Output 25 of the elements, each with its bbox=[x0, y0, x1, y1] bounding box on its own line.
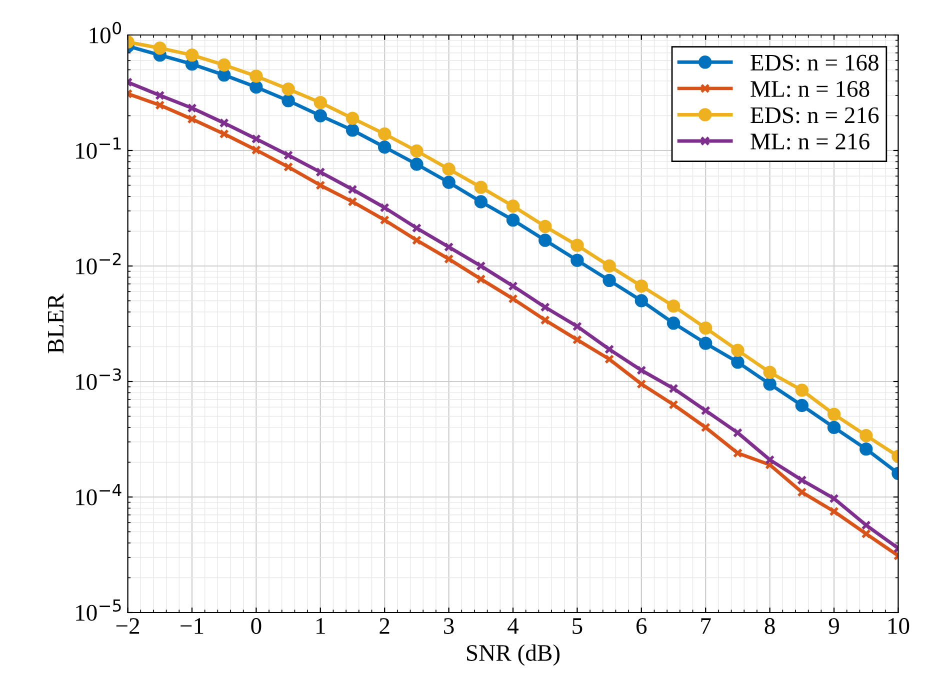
x-axis-title: SNR (dB) bbox=[467, 644, 560, 666]
legend-label: EDS: n = 168 bbox=[750, 54, 878, 71]
x-tick-label: 9 bbox=[828, 618, 839, 634]
y-tick-label: 10$^{−5}$ bbox=[76, 599, 121, 621]
x-tick-label: 3 bbox=[444, 618, 454, 634]
x-tick-label: 4 bbox=[508, 618, 519, 634]
x-tick-label: 10 bbox=[888, 618, 910, 634]
y-tick-label: 10$^{−3}$ bbox=[76, 368, 121, 390]
x-tick-label: 1 bbox=[316, 618, 325, 634]
y-tick-label: 10$^{−4}$ bbox=[76, 484, 122, 506]
x-tick-label: 6 bbox=[636, 618, 647, 634]
x-tick-label: −1 bbox=[180, 618, 204, 634]
x-tick-label: 8 bbox=[764, 618, 775, 634]
x-tick-label: 2 bbox=[380, 618, 390, 634]
y-tick-label: 10$^{−2}$ bbox=[76, 252, 121, 274]
y-tick-label: 10$^{−1}$ bbox=[76, 137, 121, 159]
x-tick-label: −2 bbox=[116, 618, 140, 634]
x-tick-label: 7 bbox=[701, 618, 711, 634]
legend-label: ML: n = 168 bbox=[750, 80, 870, 98]
x-tick-label: 0 bbox=[251, 618, 262, 634]
y-tick-label: 10$^{0}$ bbox=[90, 22, 121, 44]
y-axis-title: BLER bbox=[48, 294, 64, 354]
legend-label: ML: n = 216 bbox=[750, 134, 870, 150]
legend-label: EDS: n = 216 bbox=[750, 107, 879, 124]
x-tick-label: 5 bbox=[572, 618, 582, 634]
